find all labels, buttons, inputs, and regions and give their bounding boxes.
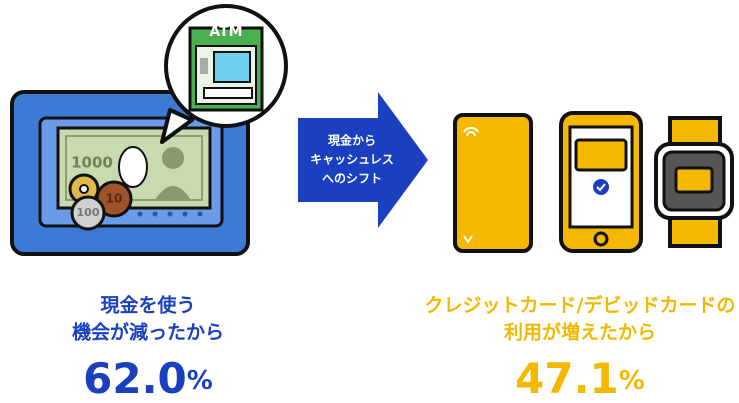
phone: [559, 111, 643, 253]
coin-silver: [70, 195, 106, 231]
value: 47.1: [515, 354, 619, 403]
right-caption: 利用が増えたから: [504, 321, 656, 344]
check-icon: [593, 179, 609, 195]
left-caption: 現金を使う: [100, 294, 195, 317]
watch-card: [674, 166, 714, 194]
coin-label: 10: [106, 192, 123, 206]
card: [453, 113, 533, 253]
phone-card: [574, 138, 628, 172]
portrait-body: [155, 186, 191, 200]
home-button: [593, 231, 609, 247]
contactless-icon: [463, 126, 479, 137]
right-value: 47.1%: [515, 354, 645, 403]
arrow-shape: [298, 92, 428, 228]
unit: %: [187, 366, 213, 396]
tray-dots: [137, 211, 203, 217]
atm-bubble: ATM: [160, 4, 288, 144]
arrow-text: へのシフト: [322, 172, 382, 186]
arrow-text: キャッシュレス: [310, 153, 394, 167]
bubble-tail: [160, 108, 194, 144]
check-mark: [596, 183, 606, 192]
value: 62.0: [83, 354, 187, 403]
coin-hole: [79, 184, 89, 194]
atm-screen: [213, 51, 251, 83]
card-mark: [463, 235, 473, 244]
cash-illustration: 1000 10 100: [10, 90, 250, 256]
watch: [654, 116, 734, 248]
left-caption: 機会が減ったから: [72, 321, 224, 344]
banknote-watermark: [118, 146, 148, 188]
atm-keypad: [203, 87, 253, 99]
atm-label: ATM: [209, 24, 242, 40]
unit: %: [619, 366, 645, 396]
arrow-text: 現金から: [328, 133, 376, 148]
portrait-head: [162, 147, 184, 169]
arrow: 現金から キャッシュレス へのシフト: [298, 92, 428, 228]
left-value: 62.0%: [83, 354, 213, 403]
atm-slot: [200, 58, 208, 74]
banknote-border: [65, 135, 203, 201]
right-caption: クレジットカード/デビッドカードの: [425, 294, 736, 317]
coin-label: 100: [77, 206, 100, 219]
card-body: [453, 113, 533, 253]
banknote-label: 1000: [71, 154, 113, 172]
